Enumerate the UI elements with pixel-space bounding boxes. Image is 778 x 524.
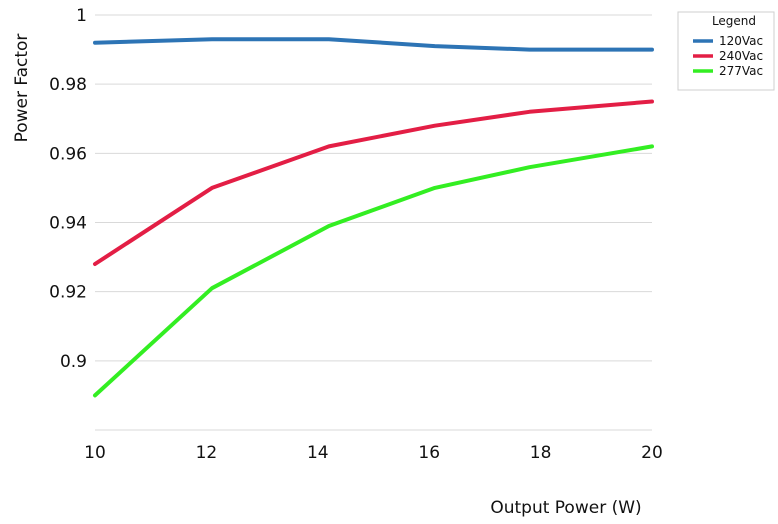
x-tick-label: 16 bbox=[418, 443, 440, 463]
y-axis-ticks: 0.9 0.92 0.94 0.96 0.98 1 bbox=[49, 6, 87, 372]
grid-lines bbox=[95, 14, 652, 431]
y-axis-title: Power Factor bbox=[12, 34, 32, 143]
y-tick-label: 0.96 bbox=[49, 144, 87, 164]
x-tick-label: 12 bbox=[196, 443, 218, 463]
series-line-120Vac bbox=[93, 37, 654, 52]
x-tick-label: 14 bbox=[307, 443, 329, 463]
y-tick-label: 0.92 bbox=[49, 283, 87, 303]
x-axis-ticks: 10 12 14 16 18 20 bbox=[84, 443, 663, 463]
series-line-277Vac bbox=[93, 144, 654, 398]
legend-label-120Vac: 120Vac bbox=[719, 34, 763, 48]
y-tick-label: 0.94 bbox=[49, 214, 87, 234]
x-axis-title: Output Power (W) bbox=[490, 498, 641, 518]
x-tick-label: 10 bbox=[84, 443, 106, 463]
y-tick-label: 1 bbox=[76, 6, 87, 26]
y-tick-label: 0.9 bbox=[60, 352, 87, 372]
x-tick-label: 18 bbox=[530, 443, 552, 463]
x-tick-label: 20 bbox=[641, 443, 663, 463]
series-lines bbox=[93, 37, 654, 398]
legend-label-277Vac: 277Vac bbox=[719, 64, 763, 78]
legend-box bbox=[677, 11, 775, 91]
legend-label-240Vac: 240Vac bbox=[719, 49, 763, 63]
legend-title: Legend bbox=[712, 14, 756, 28]
y-tick-label: 0.98 bbox=[49, 75, 87, 95]
series-line-240Vac bbox=[93, 99, 654, 266]
